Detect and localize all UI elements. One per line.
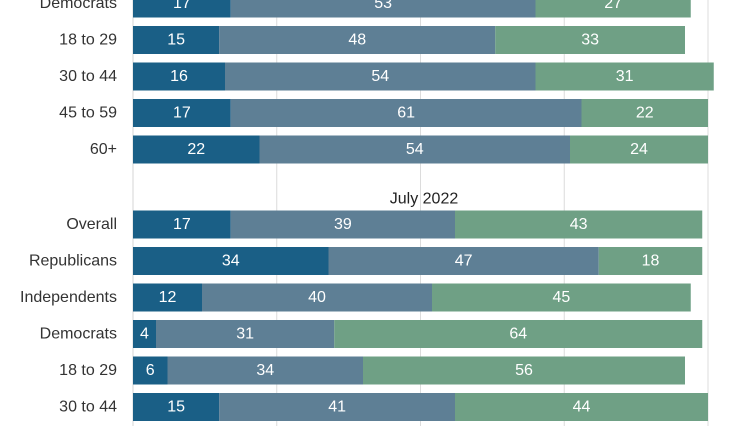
bar-segment [133,356,168,385]
data-label: 47 [455,253,473,270]
group-title: July 2022 [390,191,459,208]
data-label: 48 [348,32,366,49]
bar-segment [259,135,570,164]
data-label: 56 [515,362,533,379]
bar-segment [133,62,225,91]
bar-segment [535,0,691,18]
bar-segment [535,62,714,91]
bar-segment [455,393,708,421]
data-label: 22 [636,105,654,122]
data-label: 31 [616,68,634,85]
bar-segment [230,210,455,239]
bar-segment [432,283,691,312]
data-label: 34 [222,253,240,270]
data-label: 40 [308,289,326,306]
category-label: 18 to 29 [59,362,117,379]
data-label: 54 [371,68,389,85]
data-label: 33 [581,32,599,49]
data-label: 64 [509,326,527,343]
bar-segment [455,210,703,239]
bar-segment [570,135,708,164]
category-label: 30 to 44 [59,68,117,85]
bar-segment [230,99,582,127]
bar-segment [225,62,536,91]
data-label: 22 [187,141,205,158]
category-label: Overall [66,216,117,233]
bar-segment [133,210,231,239]
bar-segment [495,26,685,54]
data-label: 43 [570,216,588,233]
data-label: 27 [604,0,622,12]
category-label: Democrats [40,0,117,12]
bar-segment [219,26,496,54]
data-label: 17 [173,216,191,233]
category-label: 45 to 59 [59,105,117,122]
data-label: 4 [140,326,149,343]
data-label: 12 [159,289,177,306]
data-label: 6 [146,362,155,379]
data-label: 54 [406,141,424,158]
bar-segment [133,320,156,348]
category-label: Independents [20,289,117,306]
bar-segment [581,99,708,127]
bar-segment [167,356,363,385]
data-label: 18 [642,253,660,270]
bar-segment [598,247,703,275]
bar-segment [133,99,231,127]
bar-segment [156,320,335,348]
data-label: 31 [236,326,254,343]
category-label: 18 to 29 [59,32,117,49]
bar-segment [328,247,599,275]
data-label: 17 [173,105,191,122]
category-label: Democrats [40,326,117,343]
bar-segment [334,320,703,348]
bar-segment [133,135,260,164]
data-label: 15 [167,32,185,49]
bar-segment [230,0,536,18]
bar-segment [219,393,455,421]
data-label: 16 [170,68,188,85]
data-label: 15 [167,399,185,416]
category-label: 60+ [90,141,117,158]
data-label: 39 [334,216,352,233]
bar-segment [133,247,329,275]
category-label: Republicans [29,253,117,270]
data-label: 24 [630,141,648,158]
data-label: 17 [173,0,191,12]
bar-segment [133,0,231,18]
bar-segment [202,283,432,312]
bar-segment [133,26,220,54]
data-label: 45 [552,289,570,306]
bar-segment [133,393,220,421]
bar-segment [363,356,685,385]
bar-segment [133,283,202,312]
chart-marks: Democrats 17 53 27 18 to 29 15 48 33 30 to 44 16 5… [20,0,714,421]
data-label: 41 [328,399,346,416]
data-label: 44 [573,399,591,416]
data-label: 61 [397,105,415,122]
category-label: 30 to 44 [59,399,117,416]
data-label: 53 [374,0,392,12]
data-label: 34 [256,362,274,379]
